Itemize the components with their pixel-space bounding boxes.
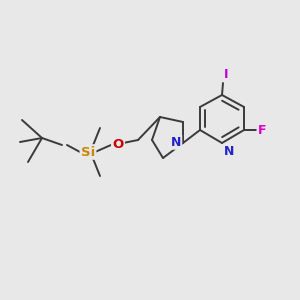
Text: Si: Si — [81, 146, 95, 158]
Text: I: I — [224, 68, 229, 81]
Text: N: N — [224, 145, 234, 158]
Text: F: F — [258, 124, 266, 136]
Text: O: O — [112, 139, 124, 152]
Text: N: N — [171, 136, 181, 148]
